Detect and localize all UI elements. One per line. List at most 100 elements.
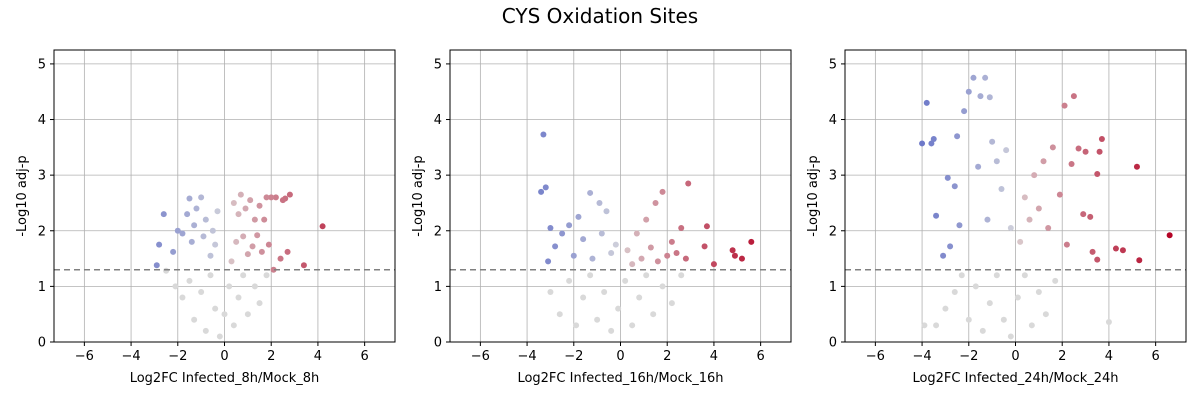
significant-point xyxy=(603,208,609,214)
significant-point xyxy=(940,253,946,259)
significant-point xyxy=(571,253,577,259)
y-tick-label: 2 xyxy=(434,224,442,239)
significant-point xyxy=(580,236,586,242)
significant-point xyxy=(285,249,291,255)
nonsignificant-point xyxy=(557,311,563,317)
significant-point xyxy=(966,89,972,95)
significant-point xyxy=(1022,194,1028,200)
x-tick-label: −4 xyxy=(912,349,931,364)
significant-point xyxy=(1087,214,1093,220)
nonsignificant-point xyxy=(608,328,614,334)
significant-point xyxy=(264,194,270,200)
significant-point xyxy=(552,243,558,249)
significant-point xyxy=(660,189,666,195)
significant-point xyxy=(625,247,631,253)
significant-point xyxy=(1113,246,1119,252)
nonsignificant-point xyxy=(226,283,232,289)
y-tick-label: 1 xyxy=(829,280,837,295)
significant-point xyxy=(732,253,738,259)
significant-point xyxy=(1136,257,1142,263)
significant-point xyxy=(254,232,260,238)
significant-point xyxy=(961,108,967,114)
nonsignificant-point xyxy=(660,283,666,289)
significant-point xyxy=(653,200,659,206)
y-tick-label: 1 xyxy=(434,280,442,295)
nonsignificant-point xyxy=(198,289,204,295)
y-tick-label: 4 xyxy=(434,113,442,128)
y-tick-label: 4 xyxy=(829,113,837,128)
x-tick-label: 0 xyxy=(616,349,624,364)
nonsignificant-point xyxy=(587,272,593,278)
significant-point xyxy=(229,258,235,264)
significant-point xyxy=(547,225,553,231)
significant-point xyxy=(613,242,619,248)
significant-point xyxy=(1083,149,1089,155)
x-tick-label: 6 xyxy=(756,349,764,364)
nonsignificant-point xyxy=(203,328,209,334)
x-tick-label: 0 xyxy=(1011,349,1019,364)
significant-point xyxy=(261,217,267,223)
significant-point xyxy=(1069,161,1075,167)
significant-point xyxy=(257,203,263,209)
significant-point xyxy=(924,100,930,106)
significant-point xyxy=(655,258,661,264)
significant-point xyxy=(982,75,988,81)
nonsignificant-point xyxy=(987,300,993,306)
significant-point xyxy=(739,256,745,262)
x-tick-label: −6 xyxy=(75,349,94,364)
significant-point xyxy=(608,250,614,256)
significant-point xyxy=(954,133,960,139)
nonsignificant-point xyxy=(678,272,684,278)
y-tick-label: 3 xyxy=(38,169,46,184)
x-tick-label: −2 xyxy=(168,349,187,364)
significant-point xyxy=(161,211,167,217)
significant-point xyxy=(639,256,645,262)
significant-point xyxy=(947,243,953,249)
significant-point xyxy=(545,258,551,264)
x-tick-label: −4 xyxy=(121,349,140,364)
significant-point xyxy=(919,140,925,146)
significant-point xyxy=(575,214,581,220)
nonsignificant-point xyxy=(1001,317,1007,323)
significant-point xyxy=(1080,211,1086,217)
nonsignificant-point xyxy=(669,300,675,306)
nonsignificant-point xyxy=(1029,322,1035,328)
significant-point xyxy=(674,250,680,256)
significant-point xyxy=(301,262,307,268)
nonsignificant-point xyxy=(1052,278,1058,284)
x-tick-label: −4 xyxy=(517,349,536,364)
significant-point xyxy=(1045,225,1051,231)
significant-point xyxy=(186,196,192,202)
y-tick-label: 3 xyxy=(434,169,442,184)
significant-point xyxy=(189,239,195,245)
x-tick-label: −6 xyxy=(471,349,490,364)
significant-point xyxy=(678,225,684,231)
significant-point xyxy=(193,206,199,212)
significant-point xyxy=(191,222,197,228)
x-tick-label: 6 xyxy=(360,349,368,364)
x-tick-label: 2 xyxy=(1058,349,1066,364)
significant-point xyxy=(1050,144,1056,150)
significant-point xyxy=(664,253,670,259)
significant-point xyxy=(931,136,937,142)
y-tick-label: 2 xyxy=(829,224,837,239)
chart-panel-3: −6 −4 −2 0 2 4 6012345Log2FC Infected_24h/Mock… xyxy=(806,50,1186,386)
significant-point xyxy=(200,233,206,239)
nonsignificant-point xyxy=(222,311,228,317)
x-tick-label: −2 xyxy=(564,349,583,364)
significant-point xyxy=(984,217,990,223)
significant-point xyxy=(1062,103,1068,109)
significant-point xyxy=(207,253,213,259)
nonsignificant-point xyxy=(172,283,178,289)
chart-panel-2: −6 −4 −2 0 2 4 6 0 1 2 3 4 5 Log2FC Infected_16h/Mock… xyxy=(411,50,791,386)
nonsignificant-point xyxy=(547,289,553,295)
y-tick-label: 5 xyxy=(38,57,46,72)
x-axis-label: Log2FC Infected_24h/Mock_24h xyxy=(912,371,1118,386)
significant-point xyxy=(596,200,602,206)
significant-point xyxy=(702,243,708,249)
nonsignificant-point xyxy=(580,295,586,301)
significant-point xyxy=(952,183,958,189)
significant-point xyxy=(970,75,976,81)
